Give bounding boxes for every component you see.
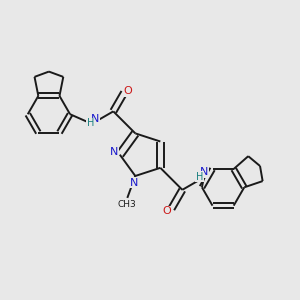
Text: CH3: CH3: [118, 200, 137, 209]
Text: N: N: [110, 147, 118, 157]
Text: N: N: [130, 178, 138, 188]
Text: H: H: [86, 118, 94, 128]
Text: N: N: [200, 167, 208, 177]
Text: N: N: [91, 114, 100, 124]
Text: H: H: [196, 172, 203, 182]
Text: O: O: [162, 206, 171, 216]
Text: O: O: [124, 86, 132, 96]
